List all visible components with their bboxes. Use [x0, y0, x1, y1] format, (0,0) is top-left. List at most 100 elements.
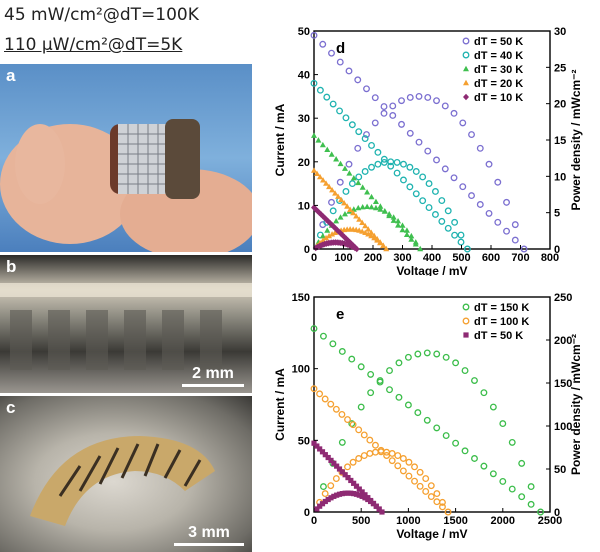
y2-tick-label: 25 — [554, 62, 566, 74]
power-point — [365, 231, 372, 237]
iv-point — [338, 410, 346, 418]
legs-illustration — [0, 283, 252, 370]
iv-point — [344, 203, 351, 209]
iv-point — [433, 424, 441, 432]
power-point — [342, 188, 350, 195]
iv-point — [331, 460, 337, 466]
iv-point — [389, 112, 397, 119]
power-point — [433, 97, 440, 105]
power-point — [395, 217, 402, 224]
performance-header: 45 mW/cm²@dT=100K 110 µW/cm²@dT=5K — [0, 0, 252, 64]
iv-point — [355, 426, 363, 434]
series-1 — [310, 385, 452, 516]
iv-point — [468, 192, 475, 200]
power-point — [333, 217, 340, 224]
iv-point — [364, 189, 371, 195]
iv-point — [431, 211, 439, 218]
iv-point — [371, 94, 379, 102]
power-point — [341, 210, 348, 217]
power-point — [356, 492, 362, 498]
iv-point — [334, 226, 341, 234]
iv-point — [319, 449, 326, 455]
iv-point — [310, 31, 318, 39]
legend-label: dT = 30 K — [474, 64, 523, 76]
power-point — [371, 448, 379, 456]
power-point — [361, 168, 369, 175]
x-tick-label: 2000 — [491, 515, 515, 527]
power-point — [368, 163, 375, 171]
scale-bar-c-label: 3 mm — [188, 524, 230, 541]
legend-marker — [463, 65, 469, 72]
legend-label: dT = 50 K — [474, 330, 523, 342]
power-point — [368, 232, 375, 239]
y2-tick-label: 250 — [554, 292, 572, 304]
panel-label-b: b — [6, 257, 17, 276]
power-point — [438, 197, 446, 205]
iv-point — [463, 245, 471, 253]
x-tick-label: 0 — [311, 252, 317, 264]
y2-tick-label: 0 — [554, 507, 560, 519]
iv-point — [433, 156, 440, 164]
legend: dT = 150 K dT = 100 K dT = 50 K — [462, 302, 529, 342]
iv-point — [419, 197, 427, 205]
power-point — [433, 490, 441, 498]
x-axis-label: Voltage / mV — [396, 527, 467, 541]
iv-point — [390, 217, 397, 223]
power-point — [327, 482, 335, 490]
iv-point — [416, 482, 424, 490]
x-tick-label: 600 — [482, 252, 500, 264]
legend-marker — [462, 51, 470, 59]
iv-point — [341, 165, 348, 171]
power-point — [355, 455, 363, 462]
power-point — [353, 491, 360, 497]
iv-point — [347, 206, 354, 212]
iv-point — [395, 393, 403, 401]
power-point — [433, 350, 441, 358]
power-point — [422, 475, 430, 483]
power-point — [339, 491, 345, 497]
iv-point — [527, 500, 535, 508]
iv-point — [399, 467, 407, 475]
power-point — [317, 503, 323, 509]
iv-point — [485, 209, 493, 217]
iv-point — [324, 146, 331, 153]
y-axis-label: Current / mA — [273, 103, 287, 176]
iv-point — [439, 503, 446, 511]
iv-point — [457, 238, 465, 246]
ring-illustration — [30, 436, 215, 526]
iv-point — [362, 492, 368, 498]
iv-point — [417, 245, 424, 252]
iv-point — [332, 224, 339, 232]
iv-point — [423, 416, 431, 424]
iv-point — [335, 228, 342, 236]
power-point — [508, 438, 516, 446]
iv-point — [336, 107, 344, 115]
power-point — [355, 204, 362, 211]
power-point — [364, 203, 371, 210]
y2-tick-label: 5 — [554, 208, 560, 220]
iv-point — [310, 385, 318, 393]
power-point — [406, 94, 414, 101]
power-point — [403, 227, 410, 233]
power-point — [399, 455, 407, 462]
series-0 — [310, 325, 545, 516]
power-point — [395, 359, 403, 367]
iv-point — [379, 509, 385, 515]
iv-point — [321, 214, 328, 222]
iv-point — [360, 431, 368, 439]
power-point — [441, 102, 449, 110]
chart-panel-d: 0 100 200 300 400 500 600 700 800010203040500510… — [273, 26, 583, 276]
y2-tick-label: 150 — [554, 378, 572, 390]
power-point — [381, 208, 388, 214]
y-tick-label: 100 — [292, 364, 310, 376]
power-point — [412, 168, 420, 175]
iv-point — [353, 213, 360, 219]
power-point — [423, 349, 431, 357]
legend-marker — [462, 303, 470, 311]
iv-point — [520, 245, 528, 253]
figure-left-column: 45 mW/cm²@dT=100K 110 µW/cm²@dT=5K a — [0, 0, 252, 552]
legend-label: dT = 50 K — [474, 36, 523, 48]
power-point — [450, 109, 458, 117]
power-point — [368, 498, 374, 505]
power-point — [380, 109, 388, 117]
